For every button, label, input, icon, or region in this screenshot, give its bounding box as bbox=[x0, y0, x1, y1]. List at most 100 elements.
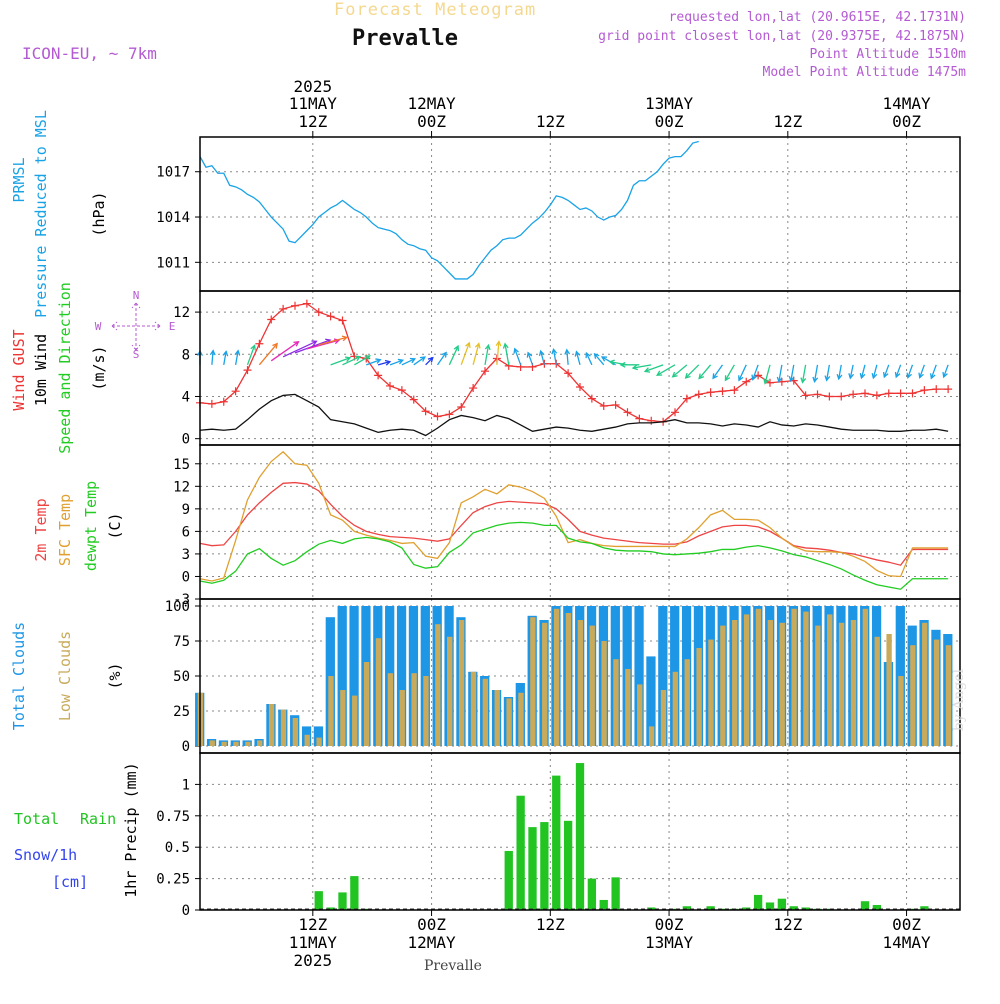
wind-arrow-head bbox=[551, 348, 558, 355]
rain-bar bbox=[563, 820, 573, 910]
wind-arrow-shaft bbox=[246, 345, 256, 366]
compass-north: N bbox=[133, 289, 140, 302]
low-cloud-bar bbox=[696, 648, 702, 746]
wind-arrow-head bbox=[495, 340, 502, 347]
wind-direction-arrow bbox=[448, 344, 460, 366]
wind-gust-marker bbox=[587, 394, 596, 403]
wind-gust-label: Wind GUST bbox=[10, 329, 28, 410]
total-cloud-bar bbox=[396, 606, 407, 746]
wind-gust-marker bbox=[207, 399, 216, 408]
bottom-tick-date: 14MAY bbox=[882, 933, 931, 952]
wind-arrow-shaft bbox=[258, 343, 278, 366]
wind-arrow-shaft bbox=[282, 340, 317, 358]
low-cloud-bar bbox=[803, 611, 809, 746]
wind-direction-arrow bbox=[600, 356, 616, 366]
wind-direction-arrow bbox=[871, 364, 878, 380]
wind-direction-label: Speed and Direction bbox=[56, 282, 74, 454]
bottom-time-tick: 12Z bbox=[536, 910, 565, 934]
low-cloud-bar bbox=[387, 673, 394, 746]
wind-gust-marker bbox=[481, 367, 489, 376]
low-cloud-bar bbox=[221, 741, 227, 746]
low-cloud-bar bbox=[720, 625, 726, 746]
precip-rain-label: Rain bbox=[80, 810, 116, 828]
low-cloud-bar bbox=[815, 625, 821, 746]
wind-arrow-shaft bbox=[826, 364, 831, 381]
compass-west: W bbox=[95, 320, 102, 333]
wind-gust-marker bbox=[469, 384, 478, 393]
wind-arrow-head bbox=[655, 370, 663, 376]
wind-arrow-shaft bbox=[712, 364, 724, 379]
wind-arrow-head bbox=[441, 351, 447, 358]
rain-bar bbox=[540, 822, 549, 910]
wind-gust-marker bbox=[219, 397, 228, 406]
wind-arrow-shaft bbox=[698, 364, 712, 379]
wind-arrow-head bbox=[812, 376, 819, 384]
wind-arrow-shaft bbox=[764, 364, 771, 384]
wind-arrow-head bbox=[712, 373, 718, 380]
wind-direction-arrow bbox=[425, 356, 434, 366]
wind-arrow-shaft bbox=[585, 352, 593, 366]
wind-direction-arrow bbox=[366, 358, 382, 366]
wind-arrow-shaft bbox=[656, 364, 676, 376]
bottom-tick-date: 11MAY bbox=[289, 933, 338, 952]
wind-arrow-shaft bbox=[801, 364, 807, 383]
wind-arrow-shaft bbox=[552, 349, 557, 365]
wind-arrow-shaft bbox=[849, 364, 854, 379]
wind-direction-arrow bbox=[526, 351, 534, 366]
wind-arrow-head bbox=[427, 356, 434, 363]
wind-gust-marker bbox=[872, 391, 881, 400]
wind-arrow-shaft bbox=[425, 357, 434, 366]
wind-arrow-shaft bbox=[354, 355, 371, 366]
cloud-panel: 0 25 50 75 100 bbox=[165, 599, 960, 755]
low-cloud-bar bbox=[601, 641, 607, 746]
low-cloud-bar bbox=[257, 740, 263, 746]
wind-arrow-shaft bbox=[738, 364, 747, 381]
pressure-line bbox=[199, 140, 699, 280]
wind-gust-marker bbox=[813, 390, 822, 399]
bottom-tick-hour: 12Z bbox=[536, 915, 565, 934]
low-cloud-bar bbox=[743, 614, 750, 746]
wind-arrow-shaft bbox=[594, 353, 605, 366]
wind-arrow-shaft bbox=[527, 352, 534, 366]
wind-gust-marker bbox=[255, 339, 264, 348]
wind-arrow-shaft bbox=[895, 364, 902, 378]
y-tick-label: 8 bbox=[182, 347, 190, 363]
wind-direction-arrow bbox=[234, 349, 241, 365]
low-cloud-bar bbox=[245, 741, 251, 746]
wind-direction-arrow bbox=[894, 364, 902, 379]
wind-arrow-shaft bbox=[389, 359, 404, 366]
pressure-panel: 1011 1014 1017 bbox=[156, 137, 960, 291]
low-cloud-bar bbox=[922, 622, 928, 746]
total-cloud-bar bbox=[337, 606, 347, 746]
wind-gust-marker bbox=[801, 391, 810, 400]
low-cloud-bar bbox=[850, 620, 857, 746]
y-tick-label: 75 bbox=[173, 634, 190, 650]
wind-arrow-head bbox=[585, 351, 591, 359]
wind-arrow-shaft bbox=[919, 364, 925, 378]
bottom-tick-date: 13MAY bbox=[645, 933, 694, 952]
wind-gust-marker bbox=[718, 387, 727, 396]
low-cloud-bar bbox=[577, 620, 584, 746]
wind-gust-marker bbox=[635, 414, 644, 423]
low-cloud-bar bbox=[363, 662, 370, 746]
wind-arrow-shaft bbox=[752, 364, 759, 380]
wind-arrow-head bbox=[397, 358, 405, 365]
wind-direction-arrow bbox=[495, 340, 502, 365]
wind-direction-arrow bbox=[800, 364, 807, 384]
wind-arrow-head bbox=[354, 355, 362, 362]
top-time-tick: 12Z bbox=[773, 112, 803, 137]
chart-title: Forecast Meteogram bbox=[334, 0, 537, 20]
precip-snow-unit: [cm] bbox=[52, 873, 88, 891]
low-cloud-bar bbox=[637, 684, 643, 746]
wind-direction-arrow bbox=[209, 349, 216, 365]
total-cloud-bar bbox=[646, 656, 656, 746]
wind-arrow-head bbox=[738, 375, 744, 382]
wind-direction-arrow bbox=[282, 340, 318, 358]
wind-arrow-shaft bbox=[413, 356, 426, 366]
top-tick-date: 11MAY bbox=[289, 94, 338, 113]
top-tick-hour: 00Z bbox=[892, 112, 921, 131]
wind-gust-marker bbox=[730, 386, 739, 395]
